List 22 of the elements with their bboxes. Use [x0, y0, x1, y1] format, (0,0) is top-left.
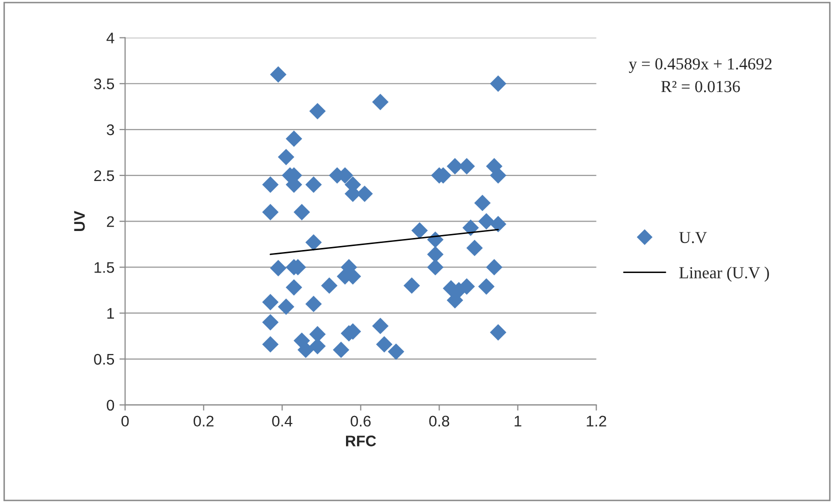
- y-tick-label: 2: [106, 216, 114, 227]
- text: y = 0.4589x + 1.4692: [628, 58, 772, 73]
- x-tick-label: 1: [514, 416, 522, 426]
- y-tick-label: 4: [106, 32, 114, 44]
- y-tick-label: 0.5: [94, 354, 114, 365]
- y-axis-title: UV: [74, 210, 85, 232]
- y-tick-label: 3.5: [94, 78, 114, 90]
- y-tick-label: 0: [106, 400, 114, 411]
- y-tick-label: 1: [107, 308, 114, 319]
- legend-label: U.V: [679, 232, 707, 244]
- x-tick-label: 0.6: [350, 416, 371, 427]
- x-axis-title: RFC: [346, 436, 376, 446]
- x-tick-label: 1.2: [586, 416, 606, 426]
- x-tick-label: 0.4: [272, 416, 292, 427]
- y-tick-label: 3: [106, 124, 114, 136]
- legend-label: Linear (U.V ): [679, 266, 769, 282]
- y-tick-label: 1.5: [94, 262, 114, 273]
- x-tick-label: 0: [121, 416, 129, 427]
- y-tick-label: 2.5: [94, 170, 114, 182]
- text: R² = 0.0136: [661, 80, 740, 92]
- x-tick-label: 0.2: [194, 416, 214, 427]
- x-tick-label: 0.8: [429, 416, 450, 427]
